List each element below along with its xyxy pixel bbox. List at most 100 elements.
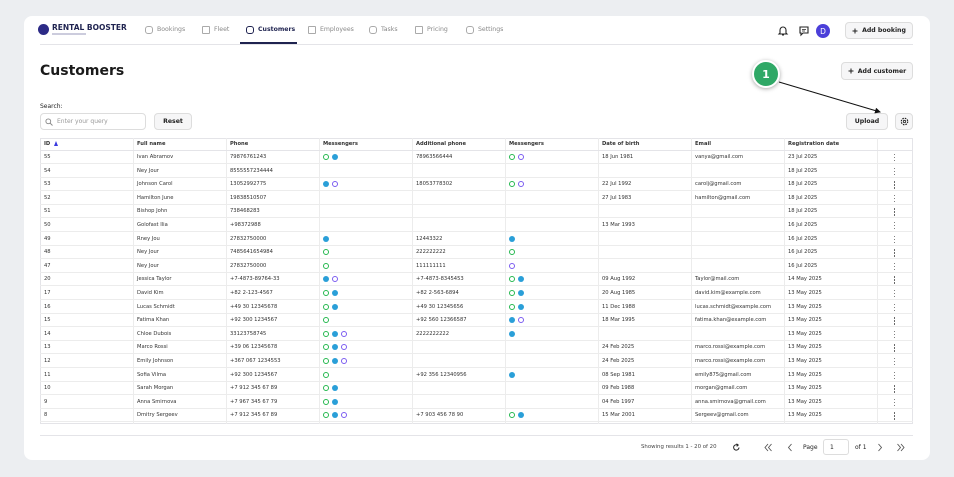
messenger-icon[interactable] bbox=[509, 262, 515, 269]
row-menu[interactable] bbox=[894, 154, 896, 162]
bell-icon[interactable] bbox=[777, 25, 789, 37]
messenger-icon[interactable] bbox=[509, 303, 515, 310]
row-menu[interactable] bbox=[894, 235, 896, 244]
table-row[interactable]: 51 Bishop John 738468283 18 Jul 2025 bbox=[40, 205, 913, 219]
add-booking-button[interactable]: Add booking bbox=[845, 22, 913, 39]
row-menu[interactable] bbox=[894, 371, 896, 380]
table-row[interactable]: 12 Emily Johnson +367 067 1234553 24 Feb 20… bbox=[40, 355, 913, 368]
table-row[interactable]: 9 Anna Smirnova +7 967 345 67 79 04 Feb 199… bbox=[40, 396, 913, 409]
reset-button[interactable]: Reset bbox=[154, 113, 192, 130]
messenger-icon[interactable] bbox=[509, 181, 515, 188]
messenger-icon[interactable] bbox=[323, 330, 329, 337]
nav-item[interactable]: Fleet bbox=[214, 26, 230, 33]
table-row[interactable]: 10 Sarah Morgan +7 912 345 67 89 09 Feb 198… bbox=[40, 382, 913, 396]
row-menu[interactable] bbox=[894, 317, 896, 325]
nav-item[interactable]: Customers bbox=[258, 26, 296, 33]
messenger-icon[interactable] bbox=[509, 235, 515, 242]
row-menu[interactable] bbox=[894, 412, 896, 420]
table-row[interactable]: 15 Fatima Khan +92 300 1234567 +92 560 1236… bbox=[40, 314, 913, 328]
row-menu[interactable] bbox=[894, 398, 896, 407]
table-row[interactable]: 17 David Kim +82 2-123-4567 +82 2-563-6894 2… bbox=[40, 287, 913, 300]
messenger-icon[interactable] bbox=[323, 385, 329, 392]
messenger-icon[interactable] bbox=[332, 398, 338, 405]
nav-item[interactable]: Employees bbox=[320, 26, 354, 33]
table-row[interactable]: 8 Dmitry Sergeev +7 912 345 67 89 +7 903 45… bbox=[40, 409, 913, 423]
table-row[interactable]: 53 Johnson Carol 13052992775 18053778302 22 … bbox=[40, 178, 913, 192]
messenger-icon[interactable] bbox=[332, 154, 338, 160]
table-row[interactable]: 55 Ivan Abramov 79876761243 78963566444 18 J… bbox=[40, 151, 913, 164]
messenger-icon[interactable] bbox=[323, 358, 329, 364]
nav-item[interactable]: Pricing bbox=[427, 26, 448, 33]
messenger-icon[interactable] bbox=[323, 317, 329, 324]
messenger-icon[interactable] bbox=[341, 412, 347, 419]
messenger-icon[interactable] bbox=[323, 290, 329, 296]
row-menu[interactable] bbox=[894, 276, 896, 284]
row-menu[interactable] bbox=[894, 249, 896, 257]
messenger-icon[interactable] bbox=[323, 412, 329, 419]
messenger-icon[interactable] bbox=[323, 344, 329, 351]
message-icon[interactable] bbox=[798, 25, 810, 37]
messenger-icon[interactable] bbox=[332, 181, 338, 188]
table-row[interactable]: 14 Chloe Dubois 33123758745 2222222222 13 Ma… bbox=[40, 328, 913, 341]
row-menu[interactable] bbox=[894, 222, 896, 230]
table-row[interactable]: 49 Rney Jou 27832750000 12443322 16 Jul 2025 bbox=[40, 233, 913, 246]
messenger-icon[interactable] bbox=[509, 249, 515, 256]
messenger-icon[interactable] bbox=[323, 398, 329, 405]
messenger-icon[interactable] bbox=[323, 154, 329, 160]
messenger-icon[interactable] bbox=[332, 412, 338, 419]
messenger-icon[interactable] bbox=[518, 290, 524, 296]
row-menu[interactable] bbox=[894, 385, 896, 393]
messenger-icon[interactable] bbox=[509, 290, 515, 296]
row-menu[interactable] bbox=[894, 194, 896, 203]
messenger-icon[interactable] bbox=[332, 276, 338, 283]
last-page-button[interactable] bbox=[896, 443, 906, 452]
messenger-icon[interactable] bbox=[323, 249, 329, 256]
refresh-icon[interactable] bbox=[732, 443, 741, 452]
messenger-icon[interactable] bbox=[332, 330, 338, 337]
messenger-icon[interactable] bbox=[509, 371, 515, 378]
row-menu[interactable] bbox=[894, 290, 896, 298]
messenger-icon[interactable] bbox=[518, 317, 524, 324]
table-row[interactable]: 54 Ney Jour 8555557234444 18 Jul 2025 bbox=[40, 165, 913, 178]
table-row[interactable]: 20 Jessica Taylor +7-4873-89764-33 +7-4873-… bbox=[40, 273, 913, 287]
messenger-icon[interactable] bbox=[332, 385, 338, 392]
messenger-icon[interactable] bbox=[332, 290, 338, 296]
messenger-icon[interactable] bbox=[518, 303, 524, 310]
messenger-icon[interactable] bbox=[518, 181, 524, 188]
table-row[interactable]: 16 Lucas Schmidt +49 30 12345678 +49 30 123… bbox=[40, 301, 913, 314]
row-menu[interactable] bbox=[894, 181, 896, 189]
row-menu[interactable] bbox=[894, 167, 896, 176]
messenger-icon[interactable] bbox=[323, 235, 329, 242]
messenger-icon[interactable] bbox=[323, 303, 329, 310]
first-page-button[interactable] bbox=[763, 443, 773, 452]
messenger-icon[interactable] bbox=[332, 358, 338, 364]
settings-button[interactable] bbox=[895, 113, 913, 130]
messenger-icon[interactable] bbox=[518, 276, 524, 283]
messenger-icon[interactable] bbox=[518, 412, 524, 419]
page-input[interactable]: 1 bbox=[823, 439, 849, 455]
messenger-icon[interactable] bbox=[323, 181, 329, 188]
table-row[interactable]: 50 Golofast Ilia +98372988 13 Mar 1993 16 Ju… bbox=[40, 219, 913, 232]
row-menu[interactable] bbox=[894, 262, 896, 271]
sort-icon[interactable] bbox=[54, 141, 58, 146]
messenger-icon[interactable] bbox=[509, 412, 515, 419]
row-menu[interactable] bbox=[894, 344, 896, 352]
messenger-icon[interactable] bbox=[509, 276, 515, 283]
messenger-icon[interactable] bbox=[518, 154, 524, 160]
table-row[interactable]: 52 Hamilton June 19838510507 27 Jul 1983 ham… bbox=[40, 192, 913, 205]
messenger-icon[interactable] bbox=[509, 317, 515, 324]
messenger-icon[interactable] bbox=[341, 344, 347, 351]
table-row[interactable]: 47 Ney Jour 27832750000 111111111 16 Jul 202… bbox=[40, 260, 913, 273]
messenger-icon[interactable] bbox=[509, 330, 515, 337]
add-customer-button[interactable]: Add customer bbox=[841, 62, 913, 80]
prev-page-button[interactable] bbox=[786, 443, 794, 452]
search-input[interactable]: Enter your query bbox=[40, 113, 146, 130]
nav-item[interactable]: Bookings bbox=[157, 26, 186, 33]
messenger-icon[interactable] bbox=[323, 262, 329, 269]
messenger-icon[interactable] bbox=[323, 276, 329, 283]
messenger-icon[interactable] bbox=[332, 303, 338, 310]
row-menu[interactable] bbox=[894, 330, 896, 339]
messenger-icon[interactable] bbox=[323, 371, 329, 378]
messenger-icon[interactable] bbox=[341, 358, 347, 364]
row-menu[interactable] bbox=[894, 208, 896, 216]
